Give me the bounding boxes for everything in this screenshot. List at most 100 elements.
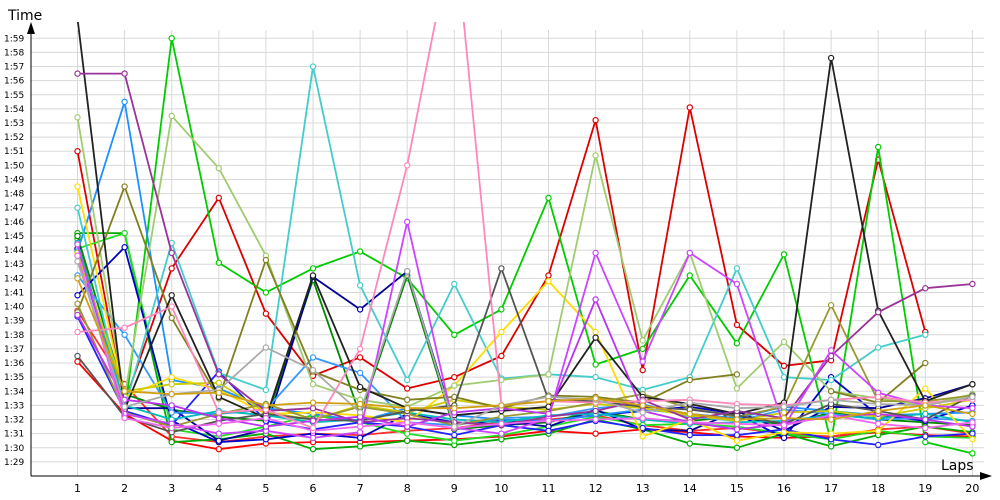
data-point xyxy=(262,289,270,296)
data-point xyxy=(121,229,128,237)
data-point xyxy=(309,366,317,374)
data-point xyxy=(780,251,788,258)
y-tick-label: 1:32 xyxy=(4,416,24,426)
data-point xyxy=(592,296,599,303)
series-20 xyxy=(77,22,976,422)
data-point xyxy=(404,419,411,426)
data-point xyxy=(309,405,317,412)
data-point xyxy=(733,340,741,347)
data-point xyxy=(451,437,458,444)
data-point xyxy=(215,437,222,444)
x-tick-label: 17 xyxy=(824,482,838,495)
data-point xyxy=(686,431,694,439)
data-point xyxy=(404,437,411,444)
data-point xyxy=(309,434,317,442)
y-tick-label: 1:38 xyxy=(4,331,24,341)
x-tick-label: 2 xyxy=(121,482,128,495)
y-tick-label: 1:36 xyxy=(4,359,24,369)
data-point xyxy=(356,434,364,442)
data-point xyxy=(592,395,599,402)
series-line xyxy=(76,277,973,421)
series-line xyxy=(77,22,973,419)
data-point xyxy=(875,309,882,316)
series-2 xyxy=(74,104,929,406)
data-point xyxy=(74,148,81,155)
x-tick-label: 9 xyxy=(451,482,458,495)
x-tick-label: 15 xyxy=(730,482,744,495)
data-point xyxy=(969,405,976,412)
data-point xyxy=(215,389,222,396)
x-tick-label: 12 xyxy=(589,482,603,495)
data-point xyxy=(74,275,81,282)
data-point xyxy=(639,345,646,353)
data-point xyxy=(309,417,317,425)
data-point xyxy=(356,282,364,289)
data-point xyxy=(74,204,81,211)
data-point xyxy=(922,438,929,446)
data-point xyxy=(686,440,694,447)
data-point xyxy=(639,366,646,374)
y-tick-label: 1:44 xyxy=(4,246,24,256)
data-point xyxy=(969,436,976,443)
data-point xyxy=(262,386,270,394)
data-point xyxy=(74,352,81,360)
data-point xyxy=(969,410,976,418)
data-point xyxy=(780,362,788,370)
data-point xyxy=(121,324,128,331)
data-point xyxy=(969,419,976,426)
data-point xyxy=(215,259,222,266)
data-point xyxy=(733,405,741,412)
data-point xyxy=(498,306,505,313)
data-point xyxy=(545,371,552,378)
data-point xyxy=(404,218,411,226)
series-line xyxy=(76,255,973,432)
data-point xyxy=(827,54,835,62)
x-tick-label: 19 xyxy=(918,482,932,495)
data-point xyxy=(592,249,599,257)
data-point xyxy=(827,436,835,443)
data-point xyxy=(875,400,882,408)
y-tick-label: 1:29 xyxy=(4,458,24,468)
data-point xyxy=(74,114,81,121)
data-point xyxy=(309,272,317,279)
data-point xyxy=(262,402,270,409)
data-point xyxy=(215,164,222,172)
data-point xyxy=(168,381,175,388)
data-point xyxy=(922,402,929,409)
x-tick-label: 5 xyxy=(262,482,269,495)
series-28 xyxy=(74,275,976,423)
data-point xyxy=(404,396,411,403)
data-point xyxy=(545,277,552,285)
series-26 xyxy=(74,22,976,432)
data-point xyxy=(922,385,929,392)
data-point xyxy=(168,303,175,310)
x-tick-label: 13 xyxy=(636,482,650,495)
data-point xyxy=(733,280,741,288)
y-tick-label: 1:48 xyxy=(4,190,24,200)
data-point xyxy=(451,423,458,430)
data-point xyxy=(875,427,882,435)
data-point xyxy=(686,376,694,384)
y-tick-label: 1:34 xyxy=(4,387,24,397)
data-point xyxy=(827,443,835,450)
data-point xyxy=(356,306,364,313)
data-point xyxy=(74,183,81,190)
data-point xyxy=(686,419,694,426)
data-point xyxy=(592,328,599,336)
data-point xyxy=(827,388,835,395)
data-point xyxy=(780,421,788,429)
data-point xyxy=(356,429,364,436)
y-tick-label: 1:41 xyxy=(4,288,24,298)
data-point xyxy=(639,433,646,440)
data-point xyxy=(451,382,458,389)
data-point xyxy=(121,388,128,395)
data-point xyxy=(733,265,741,272)
data-point xyxy=(827,430,835,437)
data-point xyxy=(922,359,929,367)
data-point xyxy=(639,409,646,416)
data-point xyxy=(74,292,81,299)
data-point xyxy=(733,321,741,329)
data-point xyxy=(827,416,835,423)
y-tick-label: 1:33 xyxy=(4,401,24,411)
data-point xyxy=(262,436,270,443)
